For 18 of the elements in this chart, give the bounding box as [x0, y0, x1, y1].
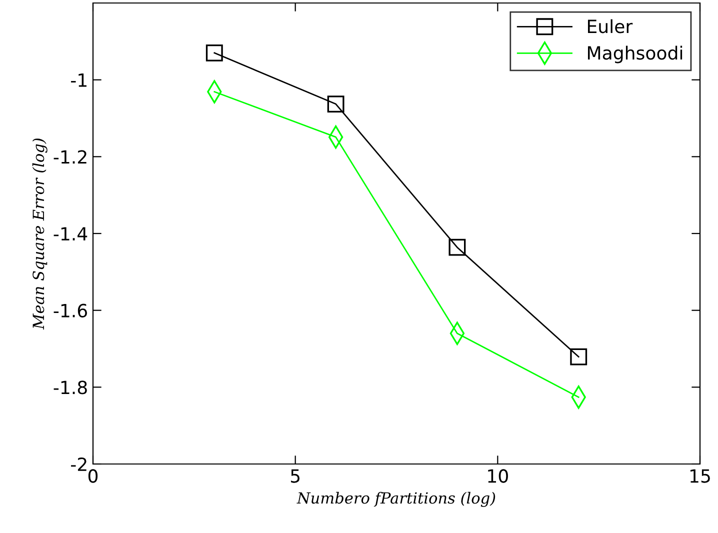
x-tick-label: 5: [290, 469, 300, 483]
y-tick-label: -1.2: [54, 150, 86, 164]
y-tick-label: -1: [71, 74, 86, 87]
y-tick-label: -1.6: [54, 304, 88, 318]
y-tick-label: -1.4: [54, 227, 88, 240]
point: [570, 348, 588, 366]
x-tick-label: 15: [690, 469, 710, 483]
point: [206, 44, 223, 62]
y-axis-title: Mean Square Error (log): [32, 138, 48, 330]
x-axis-title: Numbero fPartitions (log): [296, 492, 496, 507]
point: [448, 238, 466, 256]
y-tick-label: -2: [71, 457, 86, 471]
x-tick-label: 0: [88, 469, 98, 483]
x-tick-label: 10: [488, 469, 508, 483]
y-tick-label: -1.8: [54, 380, 87, 394]
legend-label: Euler: [588, 19, 633, 34]
point: [327, 96, 344, 113]
legend-label: Maghsoodi: [588, 46, 682, 64]
